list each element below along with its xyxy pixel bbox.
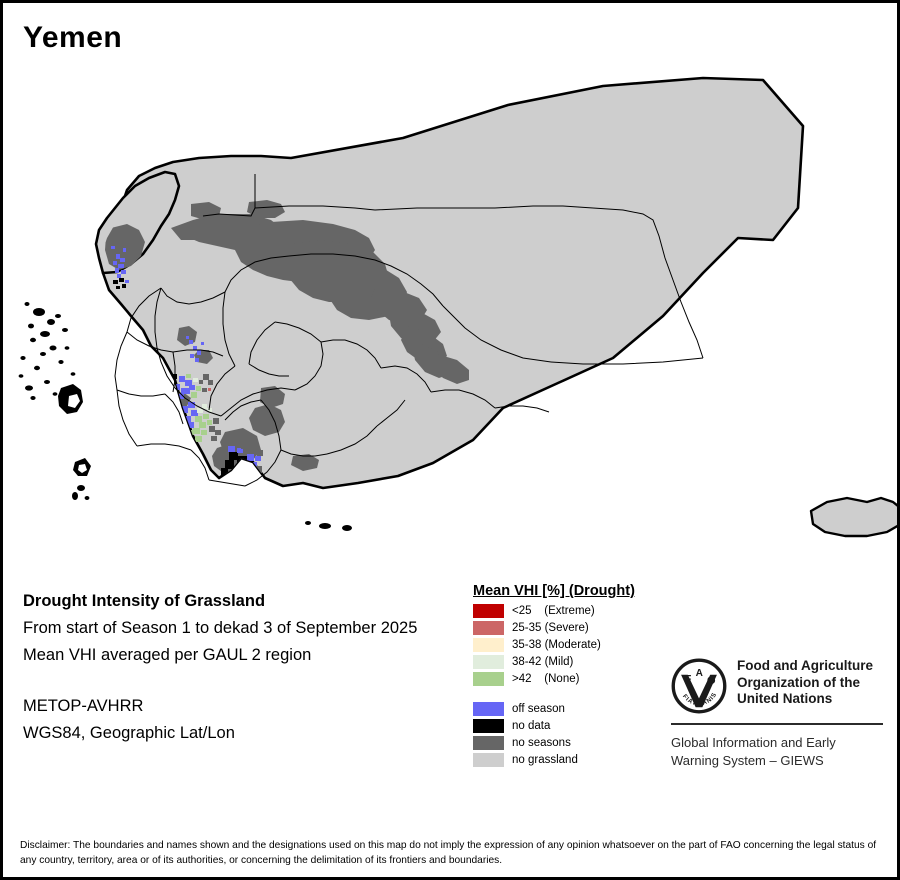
legend-label-no-grassland: no grassland bbox=[512, 753, 578, 766]
legend-row-severe: 25-35 (Severe) bbox=[473, 619, 673, 636]
socotra-archipelago bbox=[809, 496, 897, 538]
svg-text:A: A bbox=[696, 668, 704, 679]
mainland-landmass bbox=[99, 76, 805, 490]
map-info-block: Drought Intensity of Grassland From star… bbox=[23, 588, 463, 747]
red-sea-islands bbox=[18, 302, 91, 500]
legend-row-no-data: no data bbox=[473, 717, 673, 734]
info-period: From start of Season 1 to dekad 3 of Sep… bbox=[23, 619, 418, 637]
info-projection: WGS84, Geographic Lat/Lon bbox=[23, 724, 235, 742]
giews-line1: Global Information and Early bbox=[671, 735, 836, 750]
map-mainland bbox=[18, 76, 897, 538]
fao-logo-row: F A O FIAT PANIS Food and Agriculture Or… bbox=[671, 658, 886, 714]
legend-swatch-none bbox=[473, 671, 504, 686]
svg-text:F: F bbox=[684, 674, 691, 686]
legend-label-no-seasons: no seasons bbox=[512, 736, 571, 749]
giews-line2: Warning System – GIEWS bbox=[671, 753, 824, 768]
info-spacer bbox=[23, 669, 463, 693]
south-coast-islets bbox=[305, 521, 352, 531]
legend-label-off-season: off season bbox=[512, 702, 565, 715]
legend-label-mild: 38-42 (Mild) bbox=[512, 655, 574, 668]
legend-row-moderate: 35-38 (Moderate) bbox=[473, 636, 673, 653]
fao-emblem-icon: F A O FIAT PANIS bbox=[671, 658, 727, 714]
legend-label-extreme: <25 (Extreme) bbox=[512, 604, 595, 617]
legend-label-none: >42 (None) bbox=[512, 672, 580, 685]
legend-swatch-no-data bbox=[473, 718, 504, 733]
legend-swatch-severe bbox=[473, 620, 504, 635]
legend-swatch-no-grassland bbox=[473, 752, 504, 767]
legend-label-moderate: 35-38 (Moderate) bbox=[512, 638, 601, 651]
legend-row-mild: 38-42 (Mild) bbox=[473, 653, 673, 670]
fao-organisation-name: Food and Agriculture Organization of the… bbox=[737, 658, 873, 708]
legend-row-extreme: <25 (Extreme) bbox=[473, 602, 673, 619]
admin-boundaries bbox=[114, 174, 704, 487]
page-title: Yemen bbox=[23, 21, 123, 54]
svg-text:O: O bbox=[707, 675, 716, 687]
giews-programme-name: Global Information and Early Warning Sys… bbox=[671, 734, 886, 770]
map-canvas[interactable] bbox=[3, 58, 897, 558]
fao-divider bbox=[671, 723, 883, 725]
legend-row-none: >42 (None) bbox=[473, 670, 673, 687]
legend-title: Mean VHI [%] (Drought) bbox=[473, 583, 635, 599]
legend-swatch-mild bbox=[473, 654, 504, 669]
legend-row-no-grassland: no grassland bbox=[473, 751, 673, 768]
info-sensor: METOP-AVHRR bbox=[23, 697, 144, 715]
legend-swatch-moderate bbox=[473, 637, 504, 652]
socotra-island bbox=[809, 496, 897, 538]
legend-swatch-extreme bbox=[473, 603, 504, 618]
legend-row-no-seasons: no seasons bbox=[473, 734, 673, 751]
info-heading: Drought Intensity of Grassland bbox=[23, 592, 266, 610]
info-aggregation: Mean VHI averaged per GAUL 2 region bbox=[23, 646, 312, 664]
fao-name-line1: Food and Agriculture bbox=[737, 658, 873, 673]
fao-branding: F A O FIAT PANIS Food and Agriculture Or… bbox=[671, 658, 886, 770]
legend-label-no-data: no data bbox=[512, 719, 551, 732]
legend-label-severe: 25-35 (Severe) bbox=[512, 621, 589, 634]
legend: Mean VHI [%] (Drought) <25 (Extreme) 25-… bbox=[473, 583, 673, 768]
legend-row-off-season: off season bbox=[473, 700, 673, 717]
legend-swatch-off-season bbox=[473, 701, 504, 716]
disclaimer-text: Disclaimer: The boundaries and names sho… bbox=[20, 840, 877, 866]
fao-name-line2: Organization of the bbox=[737, 674, 860, 690]
fao-name-line3: United Nations bbox=[737, 691, 833, 706]
legend-swatch-no-seasons bbox=[473, 735, 504, 750]
legend-group-spacer bbox=[473, 687, 673, 700]
